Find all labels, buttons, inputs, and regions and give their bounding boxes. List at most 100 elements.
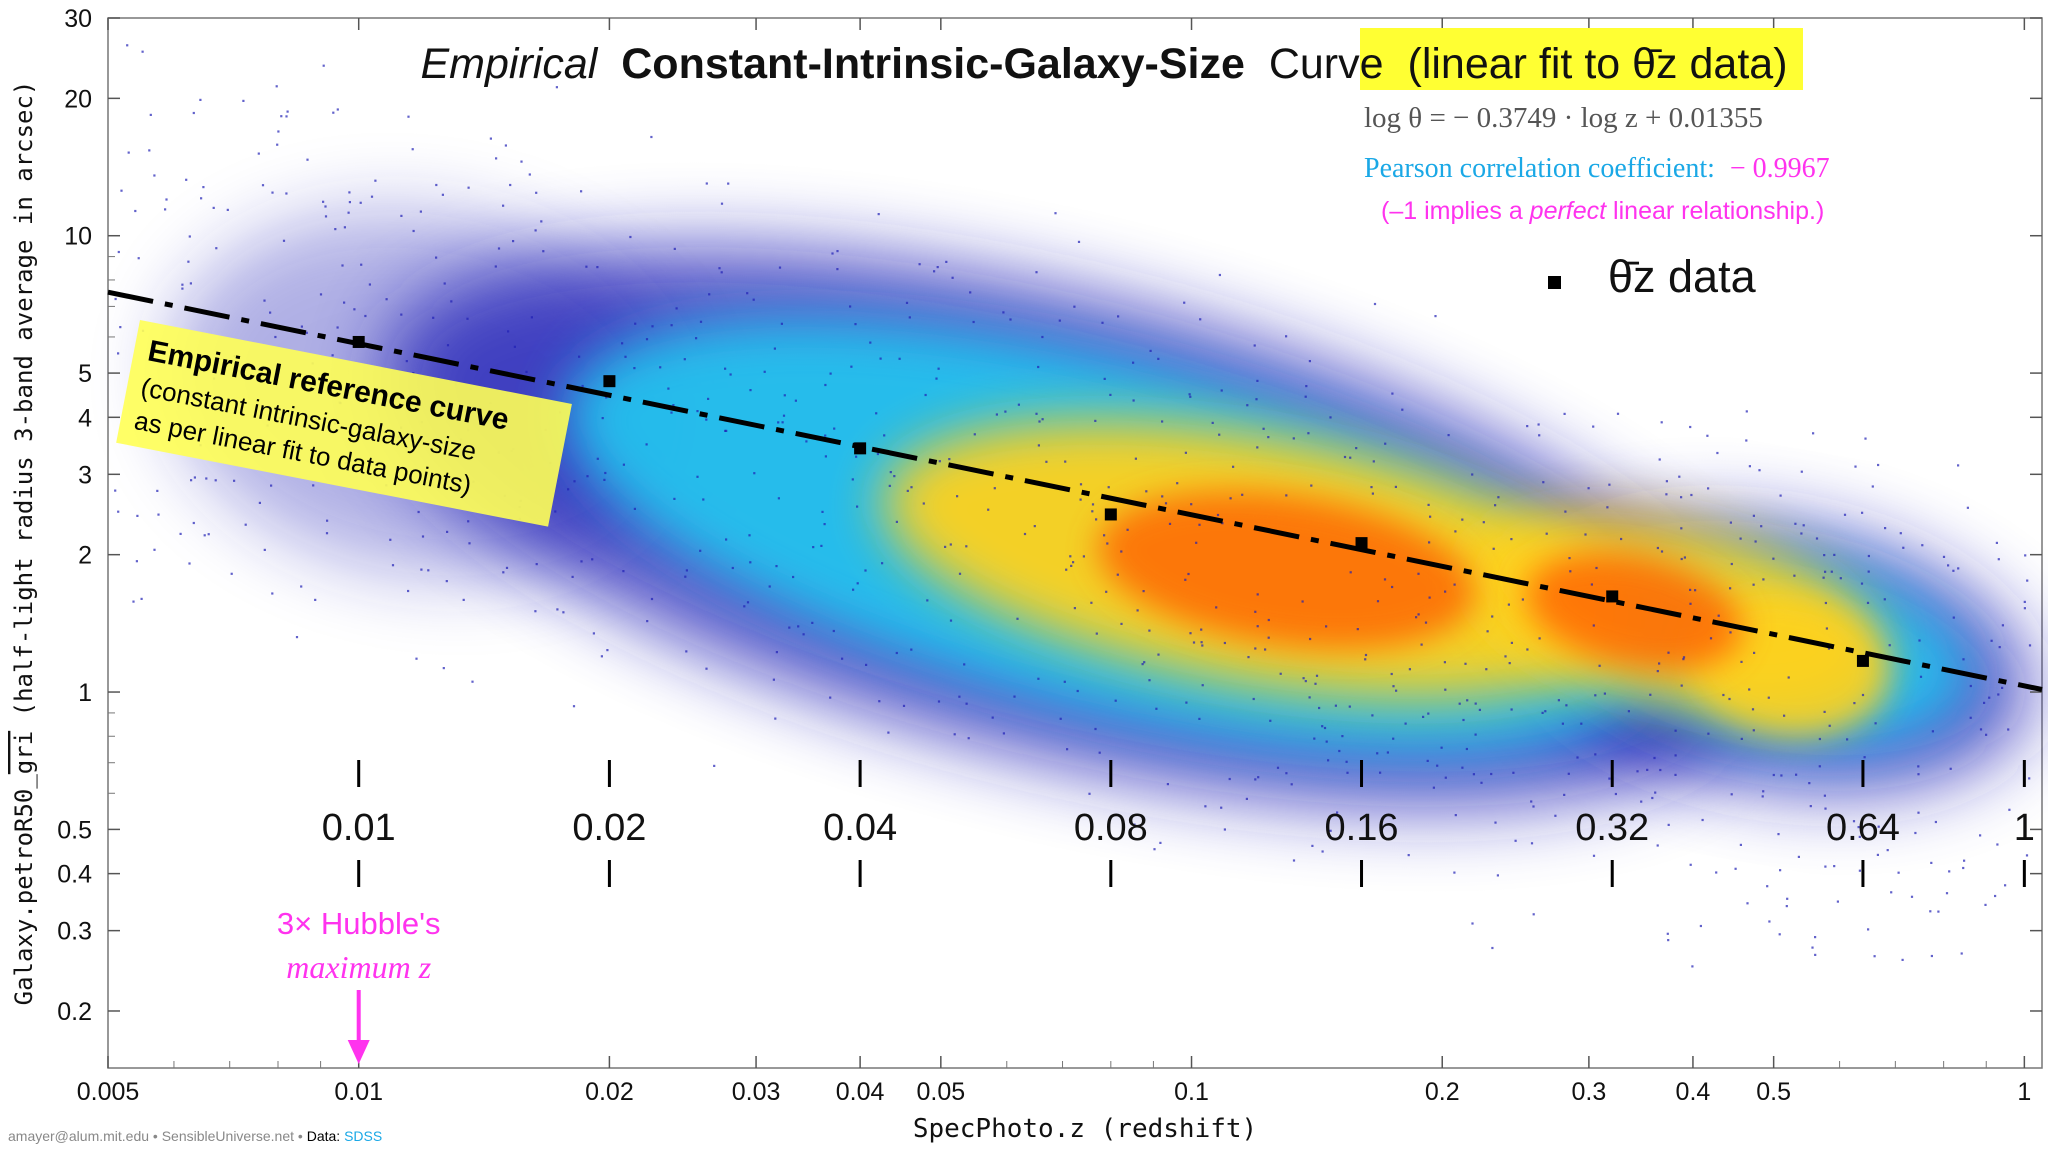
scatter-dot	[1762, 790, 1765, 793]
data-point	[603, 375, 616, 388]
scatter-dot	[1447, 434, 1450, 437]
scatter-dot	[1689, 863, 1692, 866]
scatter-dot	[505, 566, 509, 569]
scatter-dot	[792, 575, 795, 579]
scatter-dot	[713, 764, 716, 767]
scatter-dot	[659, 366, 662, 369]
scatter-dot	[353, 308, 356, 311]
scatter-dot	[391, 564, 395, 567]
scatter-dot	[958, 695, 961, 698]
scatter-dot	[1462, 718, 1465, 722]
scatter-dot	[708, 293, 711, 296]
scatter-dot	[494, 265, 497, 268]
scatter-dot	[556, 608, 559, 611]
scatter-dot	[1497, 496, 1500, 499]
scatter-dot	[1256, 446, 1259, 449]
scatter-dot	[1038, 420, 1041, 423]
scatter-dot	[1311, 844, 1314, 847]
scatter-dot	[773, 347, 776, 350]
scatter-dot	[189, 282, 192, 285]
scatter-dot	[2024, 554, 2027, 557]
doubling-label: 0.16	[1325, 807, 1399, 849]
scatter-dot	[258, 501, 261, 504]
scatter-dot	[1667, 823, 1670, 826]
scatter-dot	[1811, 946, 1814, 949]
scatter-dot	[1254, 610, 1257, 613]
x-tick-label: 0.4	[1676, 1078, 1711, 1106]
scatter-dot	[441, 193, 444, 196]
scatter-dot	[2028, 644, 2032, 647]
scatter-dot	[1962, 658, 1965, 661]
scatter-dot	[2001, 624, 2004, 627]
scatter-dot	[1888, 831, 1891, 834]
scatter-dot	[530, 316, 533, 319]
scatter-dot	[1422, 715, 1425, 718]
scatter-dot	[1002, 311, 1005, 314]
scatter-dot	[1715, 871, 1718, 874]
scatter-dot	[1318, 706, 1321, 710]
scatter-dot	[1823, 554, 1826, 557]
scatter-dot	[1321, 725, 1324, 728]
legend-marker	[1548, 276, 1561, 289]
scatter-dot	[1751, 708, 1755, 711]
scatter-dot	[1424, 621, 1428, 624]
scatter-dot	[893, 475, 896, 478]
scatter-dot	[1292, 859, 1296, 862]
scatter-dot	[851, 478, 854, 481]
scatter-dot	[1252, 697, 1255, 701]
scatter-dot	[1532, 805, 1535, 808]
scatter-dot	[1795, 773, 1798, 776]
scatter-dot	[261, 184, 265, 187]
pearson-note-prefix: (–1 implies a	[1381, 197, 1530, 225]
scatter-dot	[1241, 493, 1244, 496]
scatter-dot	[1762, 578, 1765, 581]
scatter-dot	[1064, 460, 1067, 463]
scatter-dot	[772, 678, 775, 681]
scatter-dot	[936, 266, 939, 269]
scatter-dot	[670, 324, 673, 327]
scatter-dot	[205, 477, 208, 480]
legend-label: θ̄z data	[1608, 251, 1757, 302]
scatter-dot	[1069, 555, 1072, 558]
scatter-dot	[1004, 410, 1007, 413]
scatter-dot	[933, 270, 936, 273]
scatter-dot	[1683, 556, 1686, 559]
scatter-dot	[1070, 564, 1073, 567]
scatter-dot	[1095, 632, 1098, 635]
scatter-dot	[591, 558, 594, 561]
scatter-dot	[120, 189, 123, 192]
scatter-dot	[1565, 704, 1568, 707]
scatter-dot	[443, 282, 446, 285]
scatter-dot	[1603, 692, 1606, 695]
scatter-dot	[883, 434, 886, 437]
scatter-dot	[1141, 663, 1144, 666]
scatter-dot	[585, 265, 588, 268]
scatter-dot	[777, 497, 780, 500]
scatter-dot	[1494, 504, 1497, 507]
scatter-dot	[1384, 442, 1387, 445]
scatter-dot	[1760, 525, 1763, 528]
scatter-dot	[1587, 487, 1590, 490]
scatter-dot	[877, 213, 880, 216]
scatter-dot	[1785, 905, 1788, 908]
scatter-dot	[1886, 849, 1889, 852]
scatter-dot	[1267, 636, 1270, 639]
scatter-dot	[188, 235, 191, 238]
scatter-dot	[1873, 955, 1876, 958]
scatter-dot	[1037, 677, 1040, 680]
scatter-dot	[1103, 534, 1106, 537]
scatter-dot	[412, 372, 415, 375]
scatter-dot	[824, 455, 827, 458]
scatter-dot	[1379, 771, 1382, 774]
scatter-dot	[1454, 530, 1457, 533]
scatter-dot	[1304, 680, 1307, 683]
doubling-label: 0.64	[1826, 807, 1900, 849]
scatter-dot	[1417, 572, 1420, 575]
scatter-dot	[1510, 538, 1513, 541]
scatter-dot	[695, 337, 698, 340]
scatter-dot	[202, 186, 205, 189]
scatter-dot	[326, 519, 329, 522]
scatter-dot	[1254, 778, 1257, 781]
scatter-dot	[967, 737, 970, 740]
scatter-dot	[1561, 722, 1564, 725]
